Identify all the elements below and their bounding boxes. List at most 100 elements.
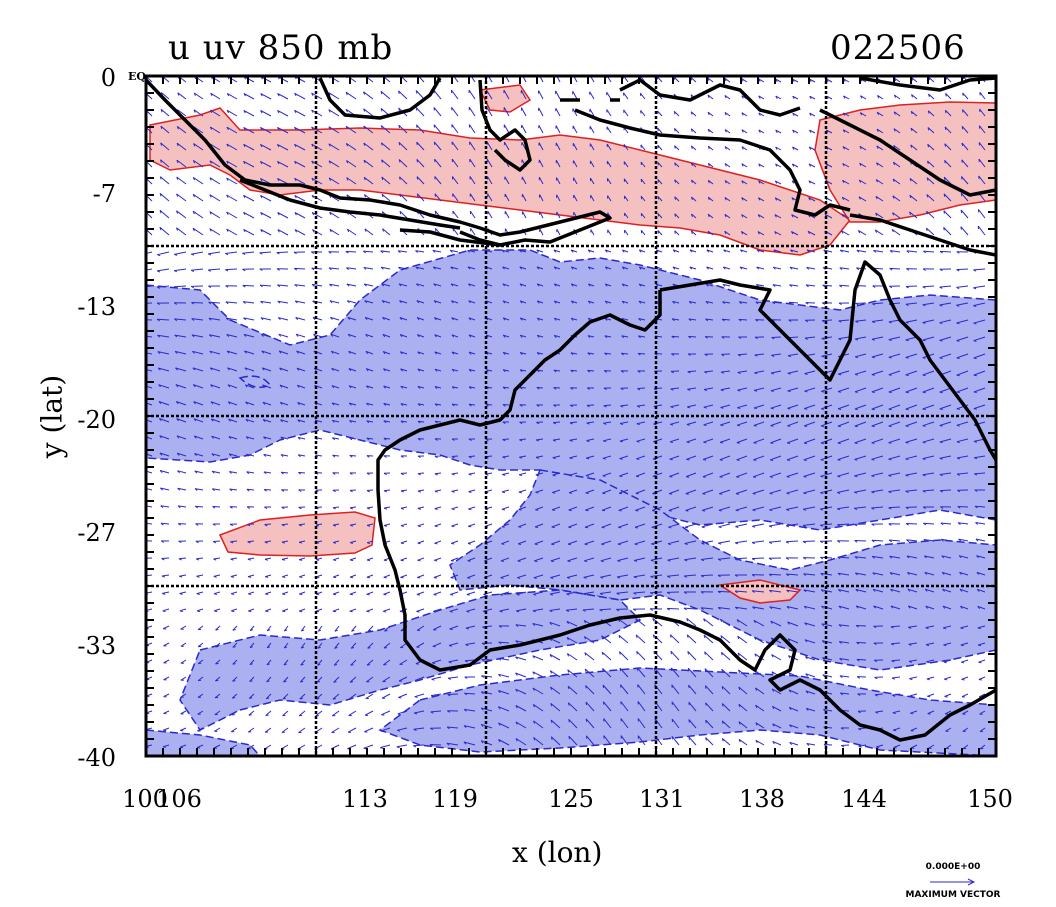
wind-vector [922,387,935,393]
wind-vector [956,319,969,324]
wind-vector [381,142,391,151]
wind-vector [909,211,918,219]
wind-vector [297,402,306,406]
wind-vector-head [176,143,179,147]
wind-vector [620,701,629,712]
wind-vector-head [383,403,387,406]
wind-vector [566,574,578,578]
wind-vector [601,651,612,661]
wind-vector [770,387,782,392]
wind-vector [635,506,646,511]
wind-vector [277,284,289,287]
wind-vector-head [232,663,236,665]
wind-vector [808,180,816,185]
wind-vector-head [415,90,418,94]
wind-vector [701,607,714,610]
wind-vector [487,210,493,219]
wind-vector [922,489,935,492]
wind-vector-head [366,524,371,527]
wind-vector-head [707,180,710,184]
wind-vector [590,195,595,202]
wind-vector [979,125,986,134]
wind-vector-head [416,317,420,321]
wind-vector [720,387,731,391]
wind-vector [228,436,238,440]
wind-vector-head [229,523,234,527]
wind-vector-head [468,491,472,493]
wind-vector-head [208,317,212,321]
wind-vector [330,333,340,338]
wind-vector [197,710,204,715]
wind-vector [724,94,731,100]
wind-vector-head [311,195,314,199]
wind-vector [283,676,289,683]
wind-vector [909,194,918,202]
wind-vector [434,523,442,527]
wind-vector-head [669,476,673,478]
wind-vector-head [803,508,807,511]
wind-vector [242,251,255,254]
wind-vector-head [723,249,726,253]
wind-vector-head [740,231,744,235]
wind-vector [446,742,459,746]
wind-vector [859,179,867,185]
wind-vector [741,163,748,168]
wind-vector [669,438,680,443]
wind-vector-head [213,593,218,595]
wind-vector-head [434,559,438,562]
wind-vector-head [956,269,960,272]
wind-vector [331,385,340,389]
wind-vector [568,735,578,746]
wind-vector [770,455,782,461]
wind-vector [465,642,476,645]
wind-vector [161,92,170,100]
wind-vector-head [497,706,501,710]
wind-vector-head [670,651,672,655]
wind-vector [537,334,544,338]
wind-vector-head [939,474,943,477]
wind-vector [718,506,731,511]
wind-vector [383,402,391,406]
wind-vector [281,471,289,474]
wind-vector [657,213,663,219]
wind-vector-head [758,112,761,116]
wind-vector-head [603,370,607,373]
wind-vector-head [468,351,472,355]
wind-vector [246,471,255,474]
wind-vector-head [821,623,825,627]
wind-vector [398,676,408,682]
wind-vector [787,387,799,392]
wind-vector-head [786,459,791,461]
wind-vector-head [502,404,506,407]
wind-vector [556,177,561,185]
wind-vector-head [366,420,370,424]
wind-vector-head [156,318,160,322]
wind-vector [623,161,629,168]
wind-vector [736,619,748,627]
wind-vector-head [249,646,254,649]
wind-vector-head [669,441,674,443]
wind-vector [721,703,731,712]
wind-vector [838,605,850,610]
wind-vector-head [839,284,843,288]
wind-vector [242,284,255,287]
wind-vector [859,162,867,168]
wind-vector [637,404,646,407]
wind-vector-head [566,621,570,625]
wind-vector-head [740,249,743,253]
wind-vector-head [738,721,741,725]
wind-vector-head [501,491,506,494]
wind-vector [329,283,340,287]
wind-vector-head [298,471,302,475]
wind-vector-head [349,681,354,683]
wind-vector [383,385,391,389]
wind-vector [277,143,289,151]
vector-key-arrow-icon [930,878,976,886]
wind-vector [208,268,221,271]
wind-vector [157,318,170,321]
wind-vector [299,693,306,700]
wind-vector-head [485,283,488,287]
wind-vector-head [567,685,570,690]
wind-vector-head [686,458,690,461]
wind-vector [231,693,238,699]
